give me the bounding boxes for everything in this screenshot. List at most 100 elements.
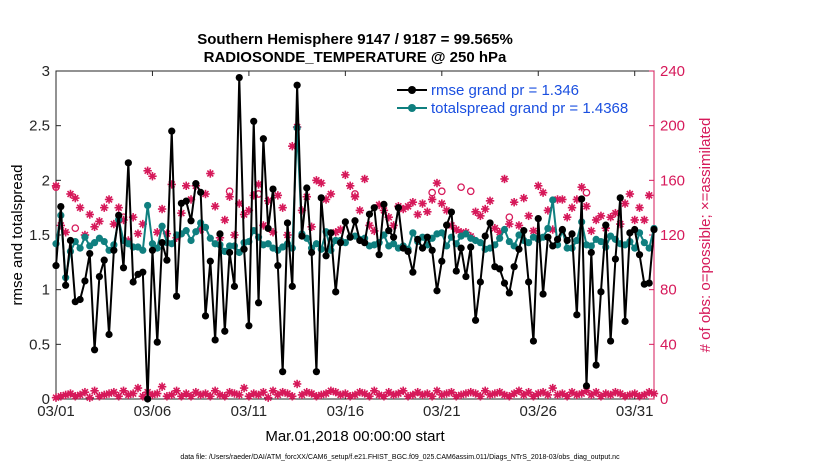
obs-assimilated-point bbox=[288, 141, 297, 151]
totalspread-point bbox=[206, 234, 214, 242]
obs-assimilated-center bbox=[502, 176, 507, 182]
rmse-point bbox=[496, 265, 504, 273]
obs-assimilated-point bbox=[524, 211, 533, 221]
x-tick-label: 03/26 bbox=[519, 403, 557, 420]
obs-assimilated-center bbox=[53, 183, 59, 188]
obs-assimilated-center bbox=[507, 221, 512, 227]
obs-assimilated-point bbox=[485, 196, 495, 206]
obs-assimilated-center bbox=[560, 391, 565, 396]
obs-assimilated-center bbox=[579, 184, 584, 190]
obs-assimilated-point bbox=[587, 226, 596, 236]
rmse-point bbox=[568, 230, 576, 238]
obs-assimilated-center bbox=[545, 392, 551, 398]
obs-assimilated-center bbox=[646, 193, 652, 198]
obs-assimilated-center bbox=[73, 195, 78, 201]
obs-assimilated-center bbox=[179, 394, 184, 399]
y2-tick-label: 80 bbox=[660, 282, 677, 299]
rmse-point bbox=[650, 225, 658, 234]
x-tick-label: 03/06 bbox=[134, 403, 172, 420]
obs-assimilated-center bbox=[212, 204, 218, 209]
obs-assimilated-center bbox=[150, 174, 155, 179]
totalspread-point bbox=[139, 246, 147, 254]
obs-assimilated-center bbox=[478, 213, 483, 219]
x-axis: 03/01 03/06 03/11 03/16 03/21 03/26 03/31 bbox=[37, 71, 653, 420]
rmse-point bbox=[418, 244, 427, 252]
obs-assimilated-center bbox=[401, 388, 406, 393]
rmse-point bbox=[250, 117, 258, 125]
obs-assimilated-center bbox=[299, 392, 305, 398]
obs-assimilated-center bbox=[618, 391, 623, 396]
rmse-point bbox=[361, 239, 369, 247]
obs-assimilated-center bbox=[564, 394, 570, 399]
obs-assimilated-center bbox=[212, 388, 218, 393]
obs-assimilated-center bbox=[381, 394, 387, 399]
obs-assimilated-point bbox=[567, 203, 577, 212]
totalspread-point bbox=[573, 236, 581, 245]
rmse-point bbox=[322, 252, 330, 260]
obs-assimilated-center bbox=[323, 197, 329, 202]
obs-assimilated-point bbox=[490, 389, 500, 398]
obs-assimilated-point bbox=[268, 386, 278, 395]
obs-assimilated-point bbox=[625, 189, 635, 199]
y-tick-label: 0.5 bbox=[29, 336, 50, 353]
x-axis-label: Mar.01,2018 00:00:00 start bbox=[265, 428, 445, 445]
obs-assimilated-center bbox=[77, 392, 83, 398]
obs-assimilated-center bbox=[483, 206, 488, 212]
obs-assimilated-point bbox=[476, 392, 485, 401]
rmse-point bbox=[129, 278, 137, 286]
obs-assimilated-point bbox=[534, 181, 543, 190]
obs-assimilated-point bbox=[104, 195, 114, 204]
obs-assimilated-center bbox=[184, 183, 189, 188]
y-tick-label: 1 bbox=[42, 282, 50, 299]
rmse-point bbox=[259, 135, 267, 143]
totalspread-point bbox=[549, 196, 557, 204]
rmse-point bbox=[62, 281, 70, 289]
obs-assimilated-center bbox=[521, 195, 526, 201]
obs-assimilated-center bbox=[651, 391, 657, 396]
rmse-point bbox=[563, 236, 571, 245]
obs-assimilated-center bbox=[386, 389, 391, 395]
obs-assimilated-center bbox=[429, 197, 435, 202]
totalspread-point bbox=[631, 244, 639, 252]
obs-assimilated-center bbox=[531, 228, 536, 234]
obs-assimilated-center bbox=[333, 230, 338, 235]
obs-assimilated-point bbox=[413, 210, 422, 219]
obs-assimilated-point bbox=[133, 229, 143, 238]
totalspread-point bbox=[81, 233, 89, 241]
obs-assimilated-point bbox=[432, 386, 442, 395]
obs-assimilated-center bbox=[473, 391, 478, 396]
obs-assimilated-center bbox=[111, 221, 117, 227]
totalspread-point bbox=[409, 229, 417, 237]
rmse-point bbox=[438, 257, 446, 265]
obs-assimilated-point bbox=[548, 383, 557, 393]
obs-assimilated-center bbox=[343, 172, 348, 178]
y-tick-label: 2 bbox=[42, 172, 50, 189]
obs-assimilated-point bbox=[509, 198, 519, 207]
y2-tick-label: 200 bbox=[660, 118, 685, 135]
obs-assimilated-center bbox=[526, 389, 531, 395]
obs-assimilated-point bbox=[230, 230, 239, 240]
obs-assimilated-center bbox=[449, 389, 454, 395]
obs-assimilated-point bbox=[345, 181, 355, 190]
rmse-point bbox=[476, 278, 484, 286]
obs-assimilated-center bbox=[555, 197, 560, 202]
obs-possible-point bbox=[71, 224, 80, 233]
obs-assimilated-center bbox=[405, 204, 411, 209]
rmse-point bbox=[153, 338, 161, 346]
totalspread-point bbox=[264, 240, 272, 248]
obs-assimilated-point bbox=[153, 389, 162, 398]
x-tick-label: 03/31 bbox=[616, 403, 654, 420]
obs-assimilated-point bbox=[61, 228, 70, 237]
obs-assimilated-point bbox=[278, 203, 287, 212]
obs-assimilated-center bbox=[135, 231, 141, 236]
obs-assimilated-center bbox=[140, 394, 146, 399]
obs-assimilated-point bbox=[418, 199, 427, 208]
rmse-point bbox=[168, 127, 176, 135]
rmse-point bbox=[452, 267, 460, 275]
obs-assimilated-center bbox=[130, 391, 136, 396]
rmse-point bbox=[534, 215, 542, 223]
obs-assimilated-point bbox=[437, 199, 447, 208]
obs-assimilated-point bbox=[635, 203, 644, 212]
obs-assimilated-center bbox=[222, 394, 227, 399]
obs-assimilated-center bbox=[598, 394, 604, 399]
